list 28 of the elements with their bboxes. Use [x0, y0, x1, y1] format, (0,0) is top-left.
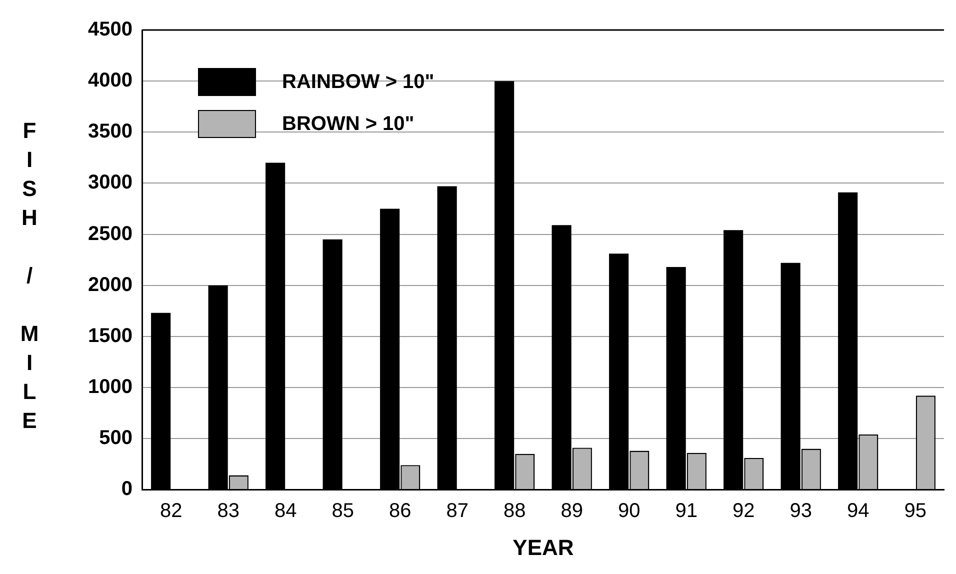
- legend-label: RAINBOW > 10": [282, 70, 434, 94]
- x-tick-label: 94: [847, 500, 870, 522]
- x-tick-label: 89: [560, 500, 583, 522]
- y-tick-label: 500: [99, 427, 132, 450]
- x-tick-label: 82: [160, 500, 182, 522]
- x-tick-label: 93: [790, 500, 812, 522]
- y-tick-label: 1500: [88, 324, 132, 347]
- x-axis-title: YEAR: [512, 534, 574, 560]
- x-tick-label: 88: [503, 500, 526, 522]
- y-tick-label: 2500: [88, 222, 132, 245]
- x-tick-label: 87: [446, 500, 468, 522]
- y-tick-label: 4000: [88, 70, 132, 92]
- y-tick-label: 0: [121, 478, 132, 500]
- x-tick-label: 83: [217, 500, 240, 522]
- x-tick-label: 90: [618, 500, 640, 522]
- x-tick-label: 84: [274, 500, 297, 522]
- x-tick-label: 95: [904, 500, 926, 522]
- x-tick-label: 92: [732, 500, 755, 522]
- x-tick-label: 86: [388, 500, 412, 522]
- y-tick-label: 3000: [88, 172, 132, 194]
- y-tick-label: 4500: [88, 18, 132, 41]
- y-tick-label: 3500: [88, 120, 132, 143]
- legend-label: BROWN > 10": [282, 112, 414, 136]
- y-tick-label: 1000: [88, 376, 132, 398]
- x-tick-label: 85: [332, 500, 354, 522]
- y-tick-label: 2000: [88, 274, 132, 296]
- y-axis-title: FISH / MILE: [16, 118, 42, 437]
- x-tick-label: 91: [675, 500, 698, 522]
